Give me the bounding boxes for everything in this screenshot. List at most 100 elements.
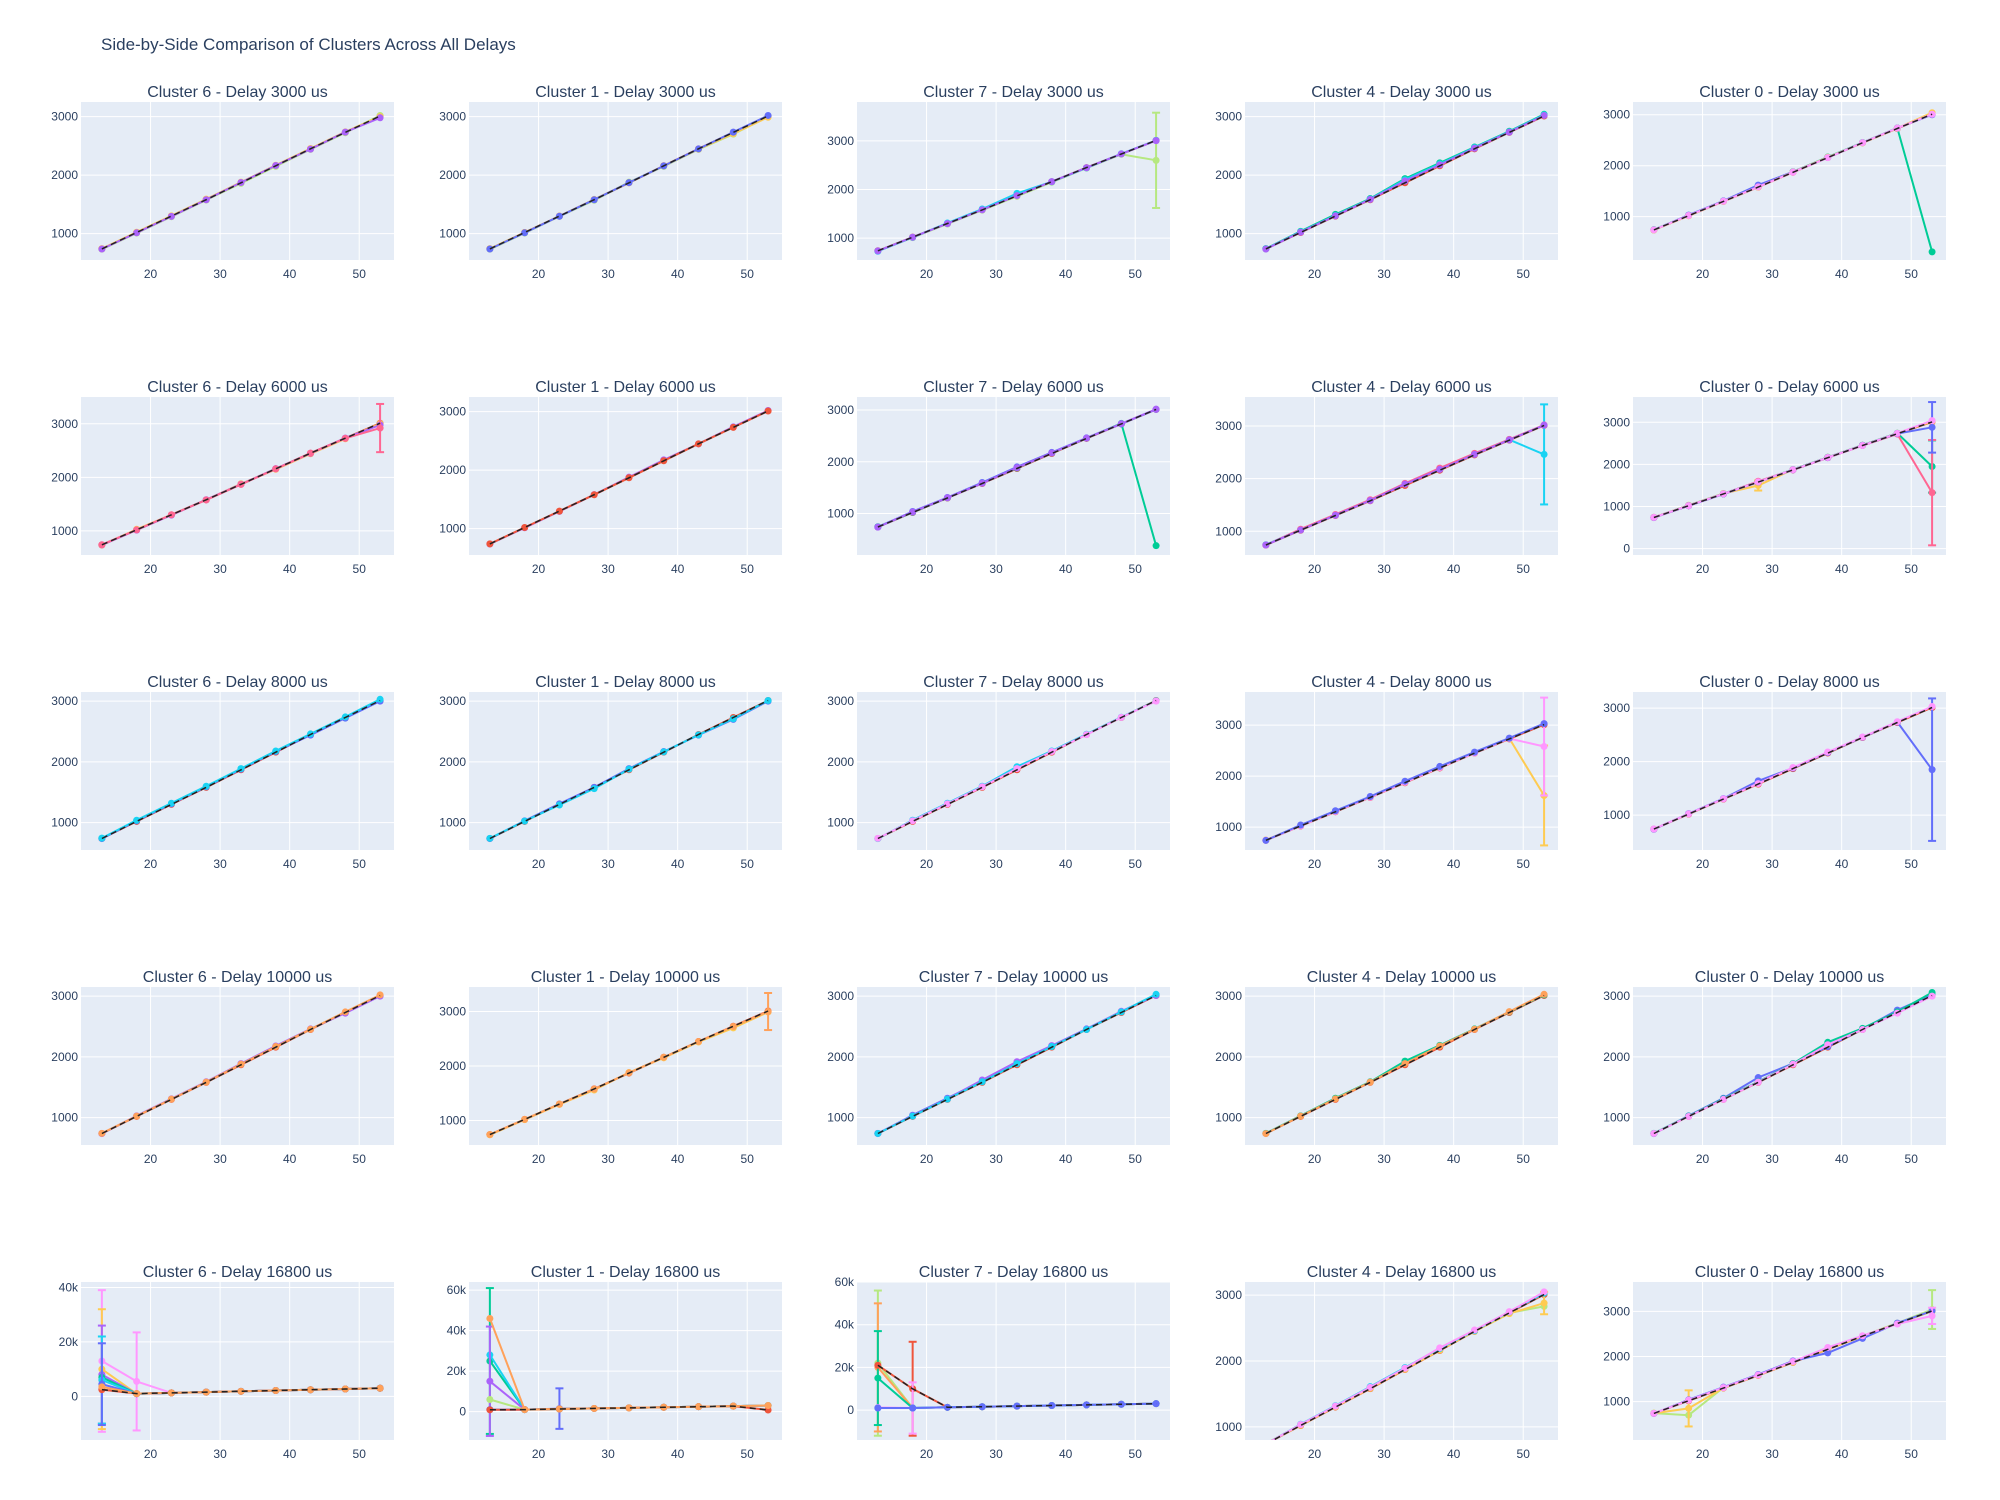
- subplot: 20 30 40 50 1000 2000 3000 Cluster 1 - Delay 60…: [439, 379, 782, 576]
- data-point: [695, 1403, 703, 1411]
- data-point: [486, 1406, 494, 1414]
- data-point: [1685, 212, 1693, 220]
- y-tick-label: 3000: [827, 403, 854, 417]
- x-tick-label: 20: [1696, 562, 1710, 576]
- data-point: [376, 991, 384, 999]
- y-tick-label: 1000: [827, 507, 854, 521]
- x-tick-label: 30: [1765, 857, 1779, 871]
- reference-line: [101, 994, 381, 1135]
- series-group: [874, 111, 1161, 255]
- y-tick-label: 1000: [439, 816, 466, 830]
- x-tick-label: 20: [920, 562, 934, 576]
- data-point: [272, 465, 280, 473]
- plot-area: [857, 102, 1170, 260]
- x-tick-label: 30: [1377, 267, 1391, 281]
- data-point: [874, 523, 882, 531]
- data-point: [1262, 1440, 1269, 1447]
- data-point: [1505, 128, 1513, 136]
- data-point: [1401, 1364, 1409, 1372]
- x-tick-label: 30: [1765, 1152, 1779, 1166]
- y-tick-label: 2000: [1603, 1349, 1630, 1363]
- y-tick-label: 1000: [439, 522, 466, 536]
- subplot-title: Cluster 7 - Delay 10000 us: [919, 969, 1108, 986]
- x-tick-label: 40: [1835, 1447, 1849, 1461]
- data-point: [341, 128, 349, 136]
- y-tick-label: 2000: [51, 1050, 78, 1064]
- x-tick-label: 20: [1696, 1152, 1710, 1166]
- y-tick-label: 3000: [1603, 1304, 1630, 1318]
- data-point: [521, 523, 529, 531]
- x-tick-label: 20: [144, 562, 158, 576]
- data-point: [1262, 245, 1270, 253]
- y-tick-label: 3000: [439, 110, 466, 124]
- x-tick-label: 30: [989, 562, 1003, 576]
- data-point: [486, 1395, 494, 1403]
- data-point: [943, 1095, 951, 1103]
- data-point: [1152, 137, 1160, 145]
- data-point: [521, 1115, 529, 1123]
- x-tick-label: 30: [213, 1152, 227, 1166]
- data-point: [909, 1404, 917, 1412]
- x-tick-label: 20: [1308, 562, 1322, 576]
- y-tick-label: 1000: [1603, 808, 1630, 822]
- subplot-title: Cluster 4 - Delay 8000 us: [1311, 674, 1492, 691]
- data-point: [1262, 1440, 1269, 1447]
- reference-line: [101, 115, 381, 250]
- x-tick-label: 30: [1765, 267, 1779, 281]
- subplot-title: Cluster 7 - Delay 8000 us: [923, 674, 1104, 691]
- series-group: [1650, 988, 1936, 1138]
- subplot: 20 30 40 50 0 20k 40k 60k Cluster 7 - Delay 1680…: [835, 1264, 1170, 1461]
- y-tick-label: 2000: [827, 183, 854, 197]
- data-point: [521, 817, 529, 825]
- y-tick-label: 2000: [51, 470, 78, 484]
- y-tick-label: 2000: [1215, 168, 1242, 182]
- subplot: 20 30 40 50 1000 2000 3000 Cluster 4 - Delay 30…: [1215, 84, 1558, 281]
- y-tick-label: 1000: [1215, 524, 1242, 538]
- data-point: [1685, 1112, 1693, 1120]
- data-point: [874, 1374, 882, 1382]
- subplot: 20 30 40 50 1000 2000 3000 Cluster 4 - Delay 10…: [1215, 969, 1558, 1166]
- x-tick-label: 40: [1059, 267, 1073, 281]
- y-tick-label: 1000: [51, 524, 78, 538]
- plot-area: [469, 1282, 782, 1440]
- x-tick-label: 20: [532, 267, 546, 281]
- x-tick-label: 30: [601, 1152, 615, 1166]
- y-tick-label: 2000: [439, 755, 466, 769]
- data-point: [1297, 228, 1305, 236]
- x-tick-label: 20: [532, 1447, 546, 1461]
- y-tick-label: 1000: [1603, 1395, 1630, 1409]
- subplot-title: Cluster 6 - Delay 10000 us: [143, 969, 332, 986]
- y-tick-label: 1000: [1603, 1111, 1630, 1125]
- x-tick-label: 50: [353, 267, 367, 281]
- y-tick-label: 0: [1623, 542, 1630, 556]
- x-tick-label: 40: [1835, 857, 1849, 871]
- subplot-title: Cluster 1 - Delay 6000 us: [535, 379, 716, 396]
- y-tick-label: 1000: [51, 1111, 78, 1125]
- subplot-title: Cluster 0 - Delay 6000 us: [1699, 379, 1880, 396]
- series-group: [1650, 109, 1936, 256]
- data-point: [1152, 405, 1160, 413]
- data-point: [1401, 480, 1409, 488]
- y-tick-label: 1000: [1603, 500, 1630, 514]
- data-point: [486, 540, 494, 548]
- series-group: [486, 406, 772, 548]
- x-tick-label: 20: [1696, 1447, 1710, 1461]
- x-tick-label: 30: [1377, 1152, 1391, 1166]
- data-point: [486, 1314, 494, 1322]
- series-group: [1650, 401, 1937, 547]
- series-group: [1650, 1289, 1937, 1428]
- series-group: [98, 402, 385, 549]
- data-point: [1262, 1130, 1270, 1138]
- data-point: [1048, 178, 1056, 186]
- x-tick-label: 40: [283, 1152, 297, 1166]
- subplot: 20 30 40 50 1000 2000 3000 Cluster 0 - Delay 16…: [1603, 1264, 1946, 1461]
- y-tick-label: 1000: [439, 1113, 466, 1127]
- data-point: [1436, 1344, 1444, 1352]
- x-tick-label: 40: [283, 267, 297, 281]
- series-group: [97, 1289, 384, 1433]
- y-tick-label: 60k: [447, 1283, 467, 1297]
- subplot-title: Cluster 7 - Delay 3000 us: [923, 84, 1104, 101]
- data-point: [1859, 139, 1867, 147]
- data-point: [555, 212, 563, 220]
- y-tick-label: 1000: [827, 816, 854, 830]
